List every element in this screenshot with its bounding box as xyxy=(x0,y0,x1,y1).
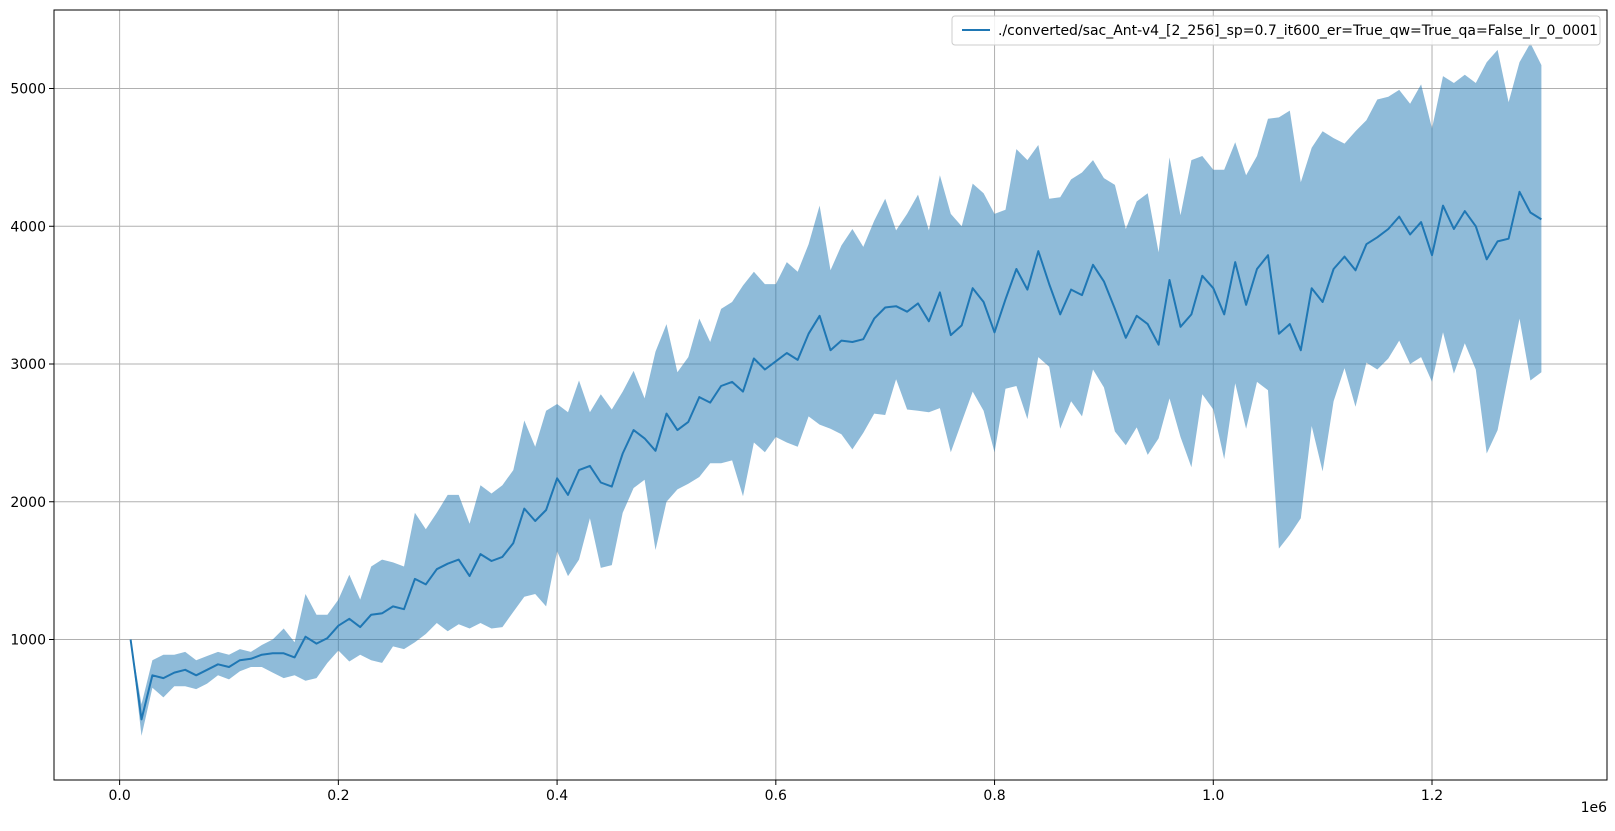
x-tick-label: 0.6 xyxy=(765,788,787,804)
legend: ./converted/sac_Ant-v4_[2_256]_sp=0.7_it… xyxy=(951,15,1601,46)
plot-frame xyxy=(53,9,1608,781)
y-tick-label: 3000 xyxy=(10,357,46,373)
legend-frame xyxy=(951,15,1601,46)
y-tick-label: 1000 xyxy=(10,632,46,648)
x-tick-label: 0.4 xyxy=(546,788,568,804)
y-tick-label: 5000 xyxy=(10,82,46,98)
x-tick-label: 0.8 xyxy=(983,788,1005,804)
axis-ticks: 0.0 0.2 0.4 0.6 0.8 1.0 1.2 1000 2000 3000 4000 500… xyxy=(10,82,1443,804)
x-tick-label: 0.2 xyxy=(327,788,349,804)
std-band xyxy=(130,43,1542,736)
x-tick-label: 0.0 xyxy=(108,788,130,804)
x-tick-label: 1.2 xyxy=(1421,788,1443,804)
y-tick-label: 2000 xyxy=(10,495,46,511)
y-tick-label: 4000 xyxy=(10,219,46,235)
mean-line xyxy=(129,190,1542,721)
x-offset-label: 1e6 xyxy=(1581,800,1608,816)
legend-entry-label: ./converted/sac_Ant-v4_[2_256]_sp=0.7_it… xyxy=(998,23,1598,39)
x-tick-label: 1.0 xyxy=(1202,788,1224,804)
